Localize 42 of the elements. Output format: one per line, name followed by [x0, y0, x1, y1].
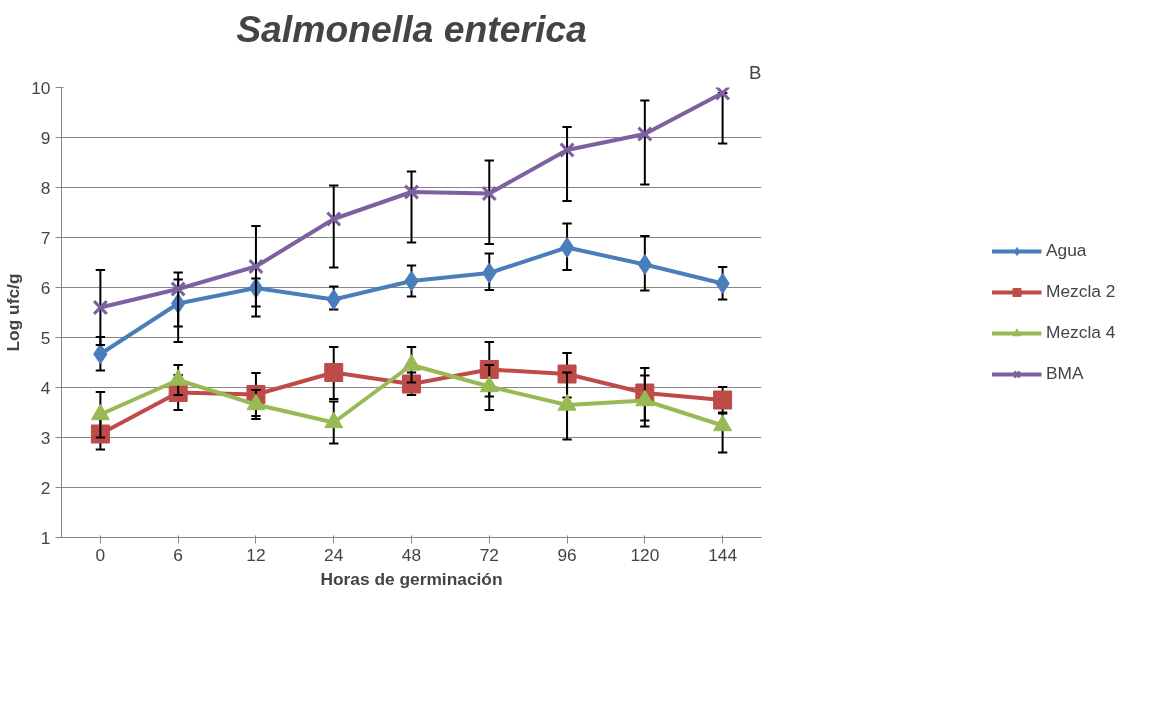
- text: B: [749, 61, 762, 83]
- point: [403, 184, 420, 200]
- x-tick-label: 96: [557, 544, 577, 565]
- y-tick-label: 8: [40, 177, 51, 198]
- y-tick-label: 1: [40, 527, 51, 548]
- y-tick-label: 6: [40, 277, 51, 298]
- point: [325, 211, 342, 227]
- point: [248, 258, 264, 275]
- x-tick-label: 144: [708, 544, 738, 565]
- point: [636, 126, 653, 142]
- y-tick-label: 7: [40, 227, 51, 248]
- point: [324, 363, 344, 382]
- y-tick-label: 10: [31, 77, 51, 98]
- point: [170, 281, 187, 297]
- y-tick-label: 4: [40, 377, 51, 398]
- x-tick-label: 6: [173, 544, 183, 565]
- legend-label: Agua: [1046, 240, 1088, 261]
- y-tick-label: 5: [40, 327, 51, 348]
- legend-label: Mezcla 2: [1046, 281, 1117, 302]
- y-tick-label: 9: [40, 127, 51, 148]
- point: [713, 390, 733, 410]
- x-tick-label: 72: [479, 544, 499, 565]
- point: [637, 254, 652, 275]
- y-axis-title: Log ufc/g: [3, 273, 24, 352]
- y-tick-label: 3: [40, 427, 51, 448]
- legend-label: Mezcla 4: [1046, 322, 1117, 343]
- point: [92, 299, 109, 316]
- chart-title: Salmonella enterica: [236, 7, 587, 50]
- point: [714, 87, 731, 101]
- x-tick-label: 0: [95, 544, 106, 565]
- y-tick-label: 2: [40, 477, 51, 498]
- point: [481, 185, 498, 202]
- x-tick-label: 12: [246, 544, 266, 565]
- legend-label: BMA: [1046, 363, 1085, 384]
- point: [559, 237, 575, 258]
- point: [326, 289, 341, 310]
- x-tick-label: 24: [324, 544, 344, 565]
- x-tick-label: 48: [401, 544, 422, 565]
- x-tick-label: 120: [630, 544, 660, 565]
- x-axis-title: Horas de germinación: [320, 568, 503, 589]
- point: [715, 273, 730, 294]
- point: [559, 142, 575, 158]
